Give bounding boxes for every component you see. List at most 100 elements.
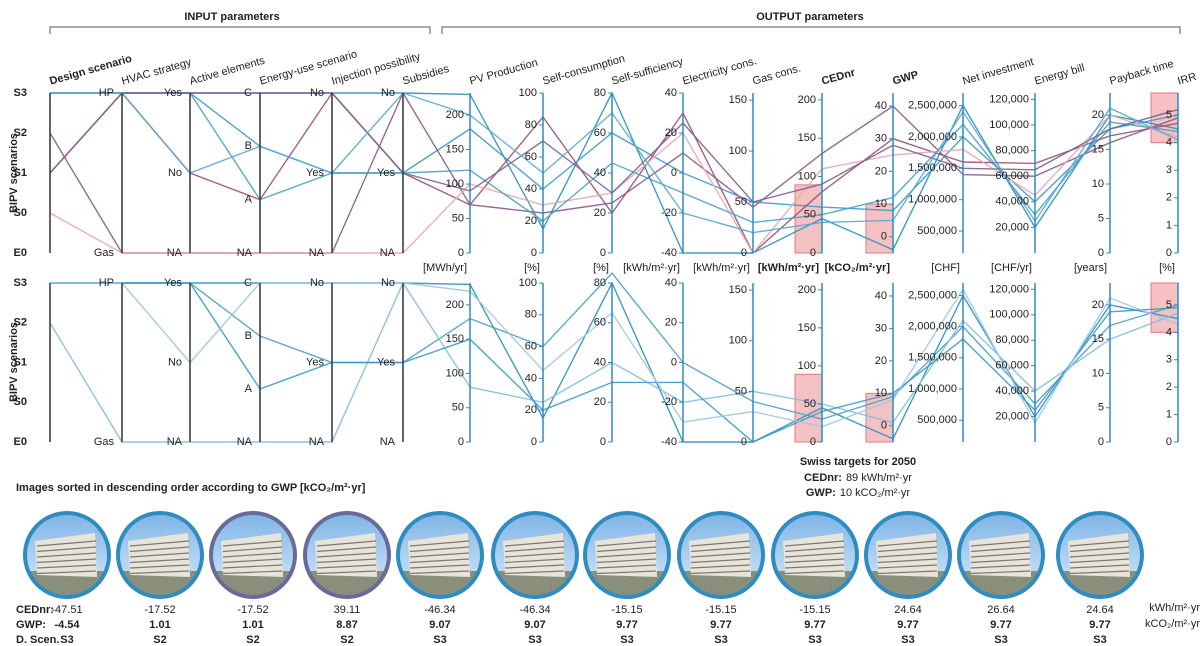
tick-label: 120,000 [989, 93, 1029, 105]
tick-label: -40 [661, 247, 677, 259]
floor [316, 552, 377, 558]
category-label: S1 [14, 167, 27, 179]
bracket [49, 26, 431, 34]
scenario-value: S3 [433, 634, 446, 646]
tick-label: -40 [661, 436, 677, 448]
category-label: A [245, 383, 253, 395]
tick-label: 20 [875, 355, 887, 367]
tick-label: 200 [798, 284, 816, 296]
cednr-value: -15.15 [705, 604, 736, 616]
image-content [773, 513, 857, 597]
floor [690, 540, 751, 547]
category-label: Gas [94, 436, 115, 448]
image-frame [1056, 511, 1144, 599]
floor [504, 558, 565, 564]
target-box [865, 203, 894, 254]
cednr-value: -17.52 [237, 604, 268, 616]
scenario-value: S2 [246, 634, 259, 646]
image-content [585, 513, 669, 597]
tick-label: 50 [735, 385, 747, 397]
building-image [864, 511, 952, 599]
floor [596, 552, 657, 558]
target-box [794, 373, 823, 443]
tick-label: 50 [804, 209, 816, 221]
tick-label: 40 [594, 356, 606, 368]
floor [1069, 570, 1130, 575]
axis-unit: [kWh/m²·yr] [693, 262, 750, 274]
caption-unit: kWh/m²·yr [1149, 602, 1200, 614]
image-frame [957, 511, 1045, 599]
image-frame [491, 511, 579, 599]
category-label: HP [99, 87, 114, 99]
axis-unit: [CHF] [931, 262, 960, 274]
building-image [396, 511, 484, 599]
floor [36, 570, 97, 575]
tick-label: 40 [665, 87, 677, 99]
tick-label: 2 [1166, 381, 1172, 393]
axis-name: Subsidies [401, 63, 451, 88]
cednr-value: 24.64 [894, 604, 922, 616]
tick-label: 80 [594, 277, 606, 289]
scenario-value: S2 [153, 634, 166, 646]
floor [784, 540, 845, 547]
tick-label: 2,000,000 [908, 321, 957, 333]
floor [129, 546, 190, 553]
category-label: No [381, 277, 395, 289]
tick-label: 60 [594, 317, 606, 329]
floor [784, 564, 845, 569]
tick-label: 60 [594, 127, 606, 139]
floor [129, 552, 190, 558]
tick-label: 2 [1166, 192, 1172, 204]
floor [504, 540, 565, 547]
caption-row-label: D. Scen. [16, 634, 59, 646]
category-label: NA [309, 247, 325, 259]
floor [690, 570, 751, 575]
tick-label: 100 [519, 277, 537, 289]
tick-label: 100 [519, 87, 537, 99]
image-content [211, 513, 295, 597]
floor [222, 546, 283, 553]
images-title: Images sorted in descending order accord… [16, 482, 366, 494]
image-content [118, 513, 202, 597]
floor [316, 564, 377, 569]
image-frame [771, 511, 859, 599]
category-label: No [381, 87, 395, 99]
tick-label: 20 [594, 396, 606, 408]
tick-label: 0 [671, 356, 677, 368]
floor [316, 558, 377, 564]
floor [409, 540, 470, 547]
category-label: A [245, 194, 253, 206]
tick-label: 1,000,000 [908, 194, 957, 206]
category-label: S0 [14, 396, 27, 408]
tick-label: 100 [798, 170, 816, 182]
tick-label: 100 [729, 335, 747, 347]
tick-label: 0 [810, 436, 816, 448]
category-label: Yes [377, 356, 395, 368]
building-image [771, 511, 859, 599]
target-text: 10 kCO₂/m²·yr [840, 487, 911, 499]
tick-label: 10 [875, 387, 887, 399]
tick-label: 500,000 [917, 414, 957, 426]
floor [409, 552, 470, 558]
gwp-value: -4.54 [54, 619, 80, 631]
floor [1069, 540, 1130, 547]
group-title: INPUT parameters [184, 11, 279, 23]
tick-label: 1,500,000 [908, 162, 957, 174]
gwp-value: 9.77 [990, 619, 1011, 631]
tick-label: 80,000 [995, 334, 1029, 346]
tick-label: 5 [1098, 212, 1104, 224]
image-content [866, 513, 950, 597]
tick-label: 50 [804, 398, 816, 410]
tick-label: 100,000 [989, 119, 1029, 131]
category-label: NA [167, 436, 183, 448]
tick-label: 100 [798, 360, 816, 372]
category-label: No [310, 277, 324, 289]
building-image [23, 511, 111, 599]
tick-label: 20,000 [995, 410, 1029, 422]
category-label: Yes [377, 167, 395, 179]
targets-title: Swiss targets for 2050 [800, 456, 916, 468]
gwp-value: 9.07 [524, 619, 545, 631]
floor [877, 570, 938, 575]
axis-unit: [%] [593, 262, 609, 274]
